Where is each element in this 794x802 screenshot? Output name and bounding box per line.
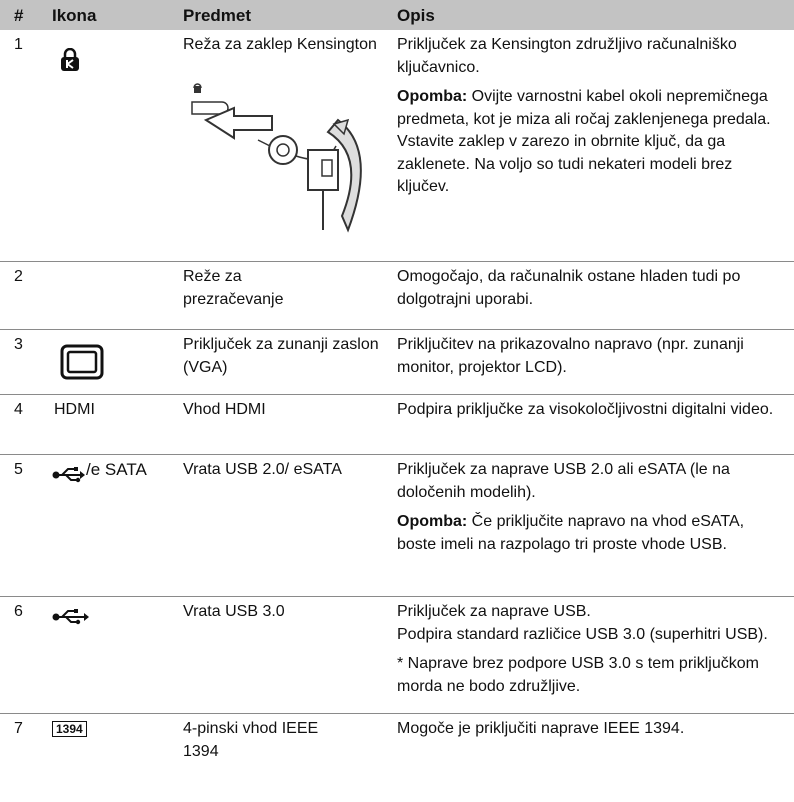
- desc-paragraph: Opomba: Ovijte varnostni kabel okoli nep…: [397, 86, 787, 199]
- header-cell: #: [14, 6, 24, 25]
- icon-label: /e SATA: [86, 460, 147, 479]
- row-number: 1: [14, 36, 23, 53]
- row-number: 2: [14, 268, 23, 285]
- table-row: 5 /e SATA Vrata USB 2.0/ eSATA Priključe…: [0, 455, 794, 597]
- item-name: Reže za prezračevanje: [183, 268, 284, 308]
- table-row: 3 Priključek za zunanji zaslon (VGA) Pri…: [0, 330, 794, 395]
- description: Priključek za Kensington združljivo raču…: [397, 34, 787, 206]
- desc-paragraph: Podpira priključke za visokoločljivostni…: [397, 401, 774, 418]
- note-text: Ovijte varnostni kabel okoli nepremičneg…: [397, 88, 771, 195]
- header-cell: Opis: [397, 6, 435, 25]
- header-cell: Ikona: [52, 6, 97, 25]
- description: Podpira priključke za visokoločljivostni…: [397, 399, 787, 429]
- vga-icon: [60, 344, 104, 380]
- description: Priključek za naprave USB 2.0 ali eSATA …: [397, 459, 787, 563]
- kensington-illustration: [191, 83, 362, 233]
- item-name: 4-pinski vhod IEEE 1394: [183, 720, 319, 760]
- description: Mogoče je priključiti naprave IEEE 1394.: [397, 718, 787, 748]
- desc-paragraph: Mogoče je priključiti naprave IEEE 1394.: [397, 720, 685, 737]
- description: Omogočajo, da računalnik ostane hladen t…: [397, 266, 787, 318]
- desc-paragraph: Priključek za naprave USB 2.0 ali eSATA …: [397, 461, 730, 501]
- usb-icon: [52, 467, 85, 483]
- row-number: 6: [14, 603, 23, 620]
- table-row: 7 1394 4-pinski vhod IEEE 1394 Mogoče je…: [0, 714, 794, 802]
- desc-paragraph: Priključek za Kensington združljivo raču…: [397, 36, 737, 76]
- row-number: 3: [14, 336, 23, 353]
- desc-paragraph: Priključitev na prikazovalno napravo (np…: [397, 336, 744, 376]
- table-row: 4 HDMI Vhod HDMI Podpira priključke za v…: [0, 395, 794, 455]
- item-name: Vrata USB 3.0: [183, 603, 285, 620]
- desc-paragraph: Omogočajo, da računalnik ostane hladen t…: [397, 268, 741, 308]
- desc-paragraph: * Naprave brez podpore USB 3.0 s tem pri…: [397, 655, 759, 695]
- usb-icon: [52, 609, 89, 625]
- table-row: 6 Vrata USB 3.0 Priključek za naprave US…: [0, 597, 794, 714]
- lock-icon: [61, 48, 79, 71]
- description: Priključitev na prikazovalno napravo (np…: [397, 334, 787, 386]
- item-name: Priključek za zunanji zaslon (VGA): [183, 336, 379, 376]
- note-label: Opomba:: [397, 513, 468, 530]
- icon-label: 1394: [52, 721, 87, 737]
- row-number: 4: [14, 401, 23, 418]
- icon-label: HDMI: [54, 401, 95, 418]
- header-cell: Predmet: [183, 6, 252, 25]
- note-label: Opomba:: [397, 88, 468, 105]
- description: Priključek za naprave USB. Podpira stand…: [397, 601, 787, 705]
- note-text: Če priključite napravo na vhod eSATA, bo…: [397, 513, 745, 553]
- table-row: 2 Reže za prezračevanje Omogočajo, da ra…: [0, 262, 794, 330]
- item-name: Vhod HDMI: [183, 401, 266, 418]
- row-number: 7: [14, 720, 23, 737]
- desc-paragraph: Opomba: Če priključite napravo na vhod e…: [397, 511, 787, 556]
- item-name: Vrata USB 2.0/ eSATA: [183, 461, 342, 478]
- desc-paragraph: Podpira standard različice USB 3.0 (supe…: [397, 625, 768, 643]
- table-header: # Ikona Predmet Opis: [0, 0, 794, 30]
- item-name: Reža za zaklep Kensington: [183, 36, 377, 53]
- table-row: 1 Reža za zaklep Kensington Priključek z…: [0, 30, 794, 262]
- desc-paragraph: Priključek za naprave USB.: [397, 603, 591, 620]
- row-number: 5: [14, 461, 23, 478]
